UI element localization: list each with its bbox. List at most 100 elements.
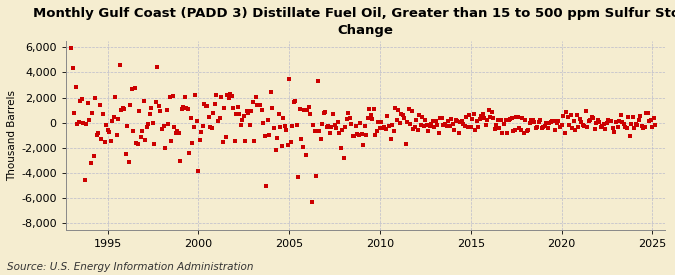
Point: [439, 122, 450, 127]
Point: [471, 119, 482, 123]
Point: [512, 115, 523, 120]
Point: [437, 116, 448, 120]
Point: [124, 160, 134, 164]
Point: [261, 183, 272, 188]
Point: [246, 109, 256, 113]
Point: [335, 146, 346, 151]
Point: [459, 123, 470, 128]
Point: [597, 123, 608, 128]
Point: [95, 103, 105, 108]
Point: [186, 116, 196, 120]
Point: [176, 107, 187, 112]
Point: [256, 108, 267, 112]
Point: [551, 121, 562, 125]
Point: [159, 145, 170, 150]
Point: [511, 115, 522, 120]
Point: [577, 123, 588, 127]
Point: [587, 115, 597, 120]
Point: [369, 106, 379, 111]
Point: [332, 120, 343, 124]
Point: [163, 122, 173, 126]
Point: [164, 95, 175, 99]
Point: [175, 159, 186, 163]
Point: [421, 123, 432, 128]
Point: [152, 65, 163, 69]
Point: [361, 133, 372, 137]
Point: [350, 124, 361, 129]
Point: [309, 129, 320, 133]
Point: [250, 95, 261, 99]
Point: [455, 120, 466, 125]
Point: [520, 117, 531, 122]
Point: [190, 93, 200, 97]
Point: [331, 126, 342, 130]
Point: [396, 111, 406, 116]
Point: [431, 119, 441, 123]
Point: [151, 100, 161, 104]
Point: [338, 156, 349, 160]
Point: [446, 117, 456, 121]
Point: [306, 200, 317, 204]
Point: [323, 124, 334, 128]
Point: [371, 128, 382, 133]
Point: [207, 126, 217, 131]
Point: [302, 108, 313, 112]
Point: [221, 92, 232, 97]
Point: [182, 107, 193, 111]
Point: [558, 114, 568, 119]
Point: [562, 115, 573, 119]
Point: [215, 94, 226, 99]
Point: [647, 124, 657, 129]
Point: [149, 142, 160, 146]
Point: [80, 178, 90, 182]
Point: [337, 127, 348, 132]
Point: [305, 112, 316, 116]
Point: [402, 120, 412, 124]
Point: [362, 116, 373, 120]
Point: [122, 124, 132, 128]
Point: [271, 135, 282, 140]
Point: [126, 87, 137, 92]
Point: [379, 125, 390, 129]
Point: [326, 125, 337, 129]
Point: [568, 119, 579, 123]
Point: [543, 126, 554, 130]
Point: [626, 122, 637, 127]
Point: [269, 126, 279, 130]
Point: [276, 144, 287, 148]
Point: [624, 133, 635, 138]
Point: [319, 110, 329, 115]
Point: [443, 119, 454, 124]
Point: [389, 105, 400, 110]
Point: [365, 113, 376, 118]
Point: [491, 122, 502, 127]
Point: [505, 116, 516, 121]
Point: [605, 118, 616, 123]
Point: [609, 129, 620, 134]
Point: [529, 120, 540, 125]
Point: [387, 123, 398, 128]
Point: [506, 116, 517, 121]
Point: [376, 120, 387, 125]
Point: [383, 124, 394, 128]
Point: [381, 127, 392, 131]
Point: [132, 142, 143, 146]
Point: [146, 105, 157, 110]
Point: [615, 113, 626, 117]
Point: [608, 126, 618, 130]
Point: [144, 112, 155, 117]
Point: [544, 121, 555, 126]
Point: [96, 136, 107, 141]
Point: [487, 110, 497, 114]
Point: [509, 128, 520, 133]
Point: [382, 113, 393, 118]
Point: [200, 103, 211, 108]
Point: [349, 134, 360, 139]
Point: [167, 94, 178, 98]
Point: [415, 123, 426, 127]
Point: [68, 66, 78, 71]
Point: [181, 106, 192, 110]
Point: [375, 126, 385, 131]
Point: [317, 122, 328, 127]
Point: [98, 111, 109, 116]
